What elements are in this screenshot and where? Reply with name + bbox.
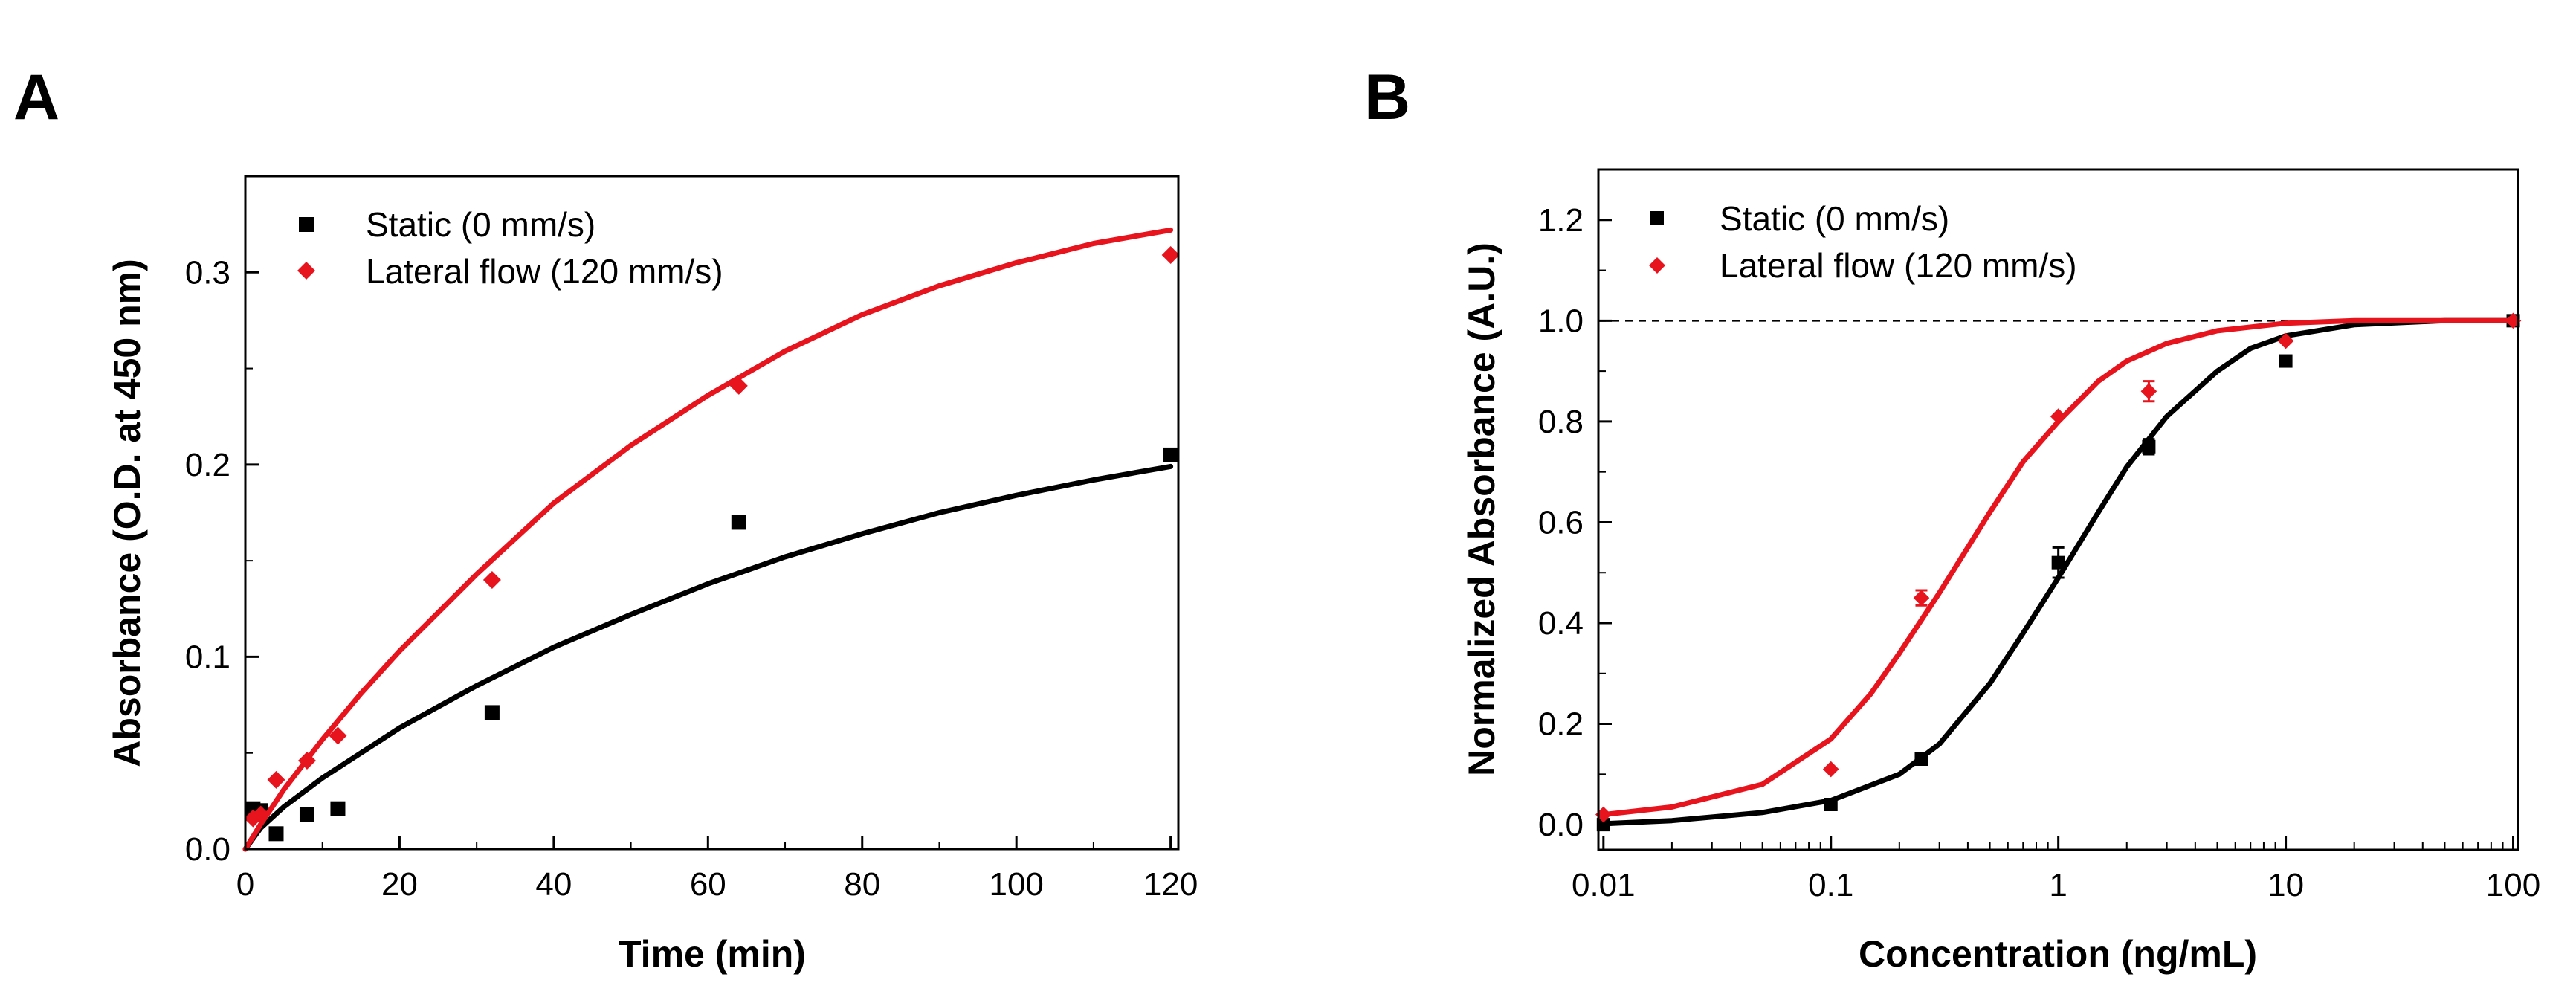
data-point-lateral-flow [267,770,285,789]
legend-label-static: Static (0 mm/s) [366,205,595,244]
data-point-static [1914,752,1928,766]
y-tick-label: 0.3 [185,254,230,291]
data-point-lateral-flow [729,376,748,395]
legend-marker-static [1650,211,1664,225]
panel-b-axes: 0.01 0.1 1 10 100 0.0 0.2 0.4 0.6 0.8 1.0 1.2 [1538,169,2540,903]
data-point-lateral-flow [1822,761,1839,778]
data-point-lateral-flow [297,752,316,770]
panel-b: B 0.01 0.1 1 10 100 0.0 0.2 0.4 0.6 0.8 1.0 1.2 Con… [1364,62,2540,975]
legend-label-static: Static (0 mm/s) [1720,199,1949,238]
y-tick-label: 0.6 [1538,504,1584,541]
data-point-static [1163,447,1178,462]
panel-b-label: B [1364,62,1410,133]
y-tick-label: 1.2 [1538,202,1584,239]
panel-a-label: A [13,62,59,133]
data-point-static [1824,798,1838,811]
legend-marker-lateral-flow [1649,257,1665,274]
panel-a-y-axis-title: Absorbance (O.D. at 450 nm) [106,259,148,767]
fit-curve-static [1601,317,2516,827]
panel-b-legend: Static (0 mm/s) Lateral flow (120 mm/s) [1649,199,2077,285]
panel-a-x-axis-title: Time (min) [619,933,806,975]
data-point-lateral-flow [2050,408,2067,425]
panel-a-series [242,227,1180,852]
y-tick-label: 0.4 [1538,605,1584,642]
data-point-static [731,515,746,530]
data-point-lateral-flow [251,805,270,824]
x-tick-label: 20 [381,866,418,903]
y-tick-label: 1.0 [1538,303,1584,339]
legend-label-lateral-flow: Lateral flow (120 mm/s) [366,252,723,291]
data-point-static [330,801,346,816]
x-tick-label: 0.01 [1572,867,1636,903]
data-point-lateral-flow [482,571,501,589]
data-point-static [1596,818,1610,832]
fit-curve-lateral-flow [242,227,1174,852]
y-tick-label: 0.8 [1538,404,1584,440]
legend-marker-static [299,217,314,232]
fit-curve-lateral-flow [1601,317,2516,818]
panel-a-axes: 0 20 40 60 80 100 120 0.0 0.1 0.2 0.3 [185,254,1198,903]
x-tick-label: 0.1 [1808,867,1853,903]
y-tick-label: 0.1 [185,639,230,675]
data-point-static [2142,439,2156,454]
x-tick-label: 0 [236,866,254,903]
data-point-static [268,826,284,842]
x-tick-label: 1 [2049,867,2067,903]
x-tick-label: 100 [2486,867,2540,903]
data-point-static [299,807,314,822]
data-point-static [2279,354,2293,368]
data-point-static [484,705,500,720]
x-tick-label: 120 [1143,866,1198,903]
y-tick-label: 0.0 [1538,807,1584,843]
data-point-lateral-flow [1913,590,1930,606]
legend-label-lateral-flow: Lateral flow (120 mm/s) [1720,246,2077,285]
fit-curve-static [242,463,1174,852]
panel-a-plot-frame [244,175,1180,851]
x-tick-label: 80 [844,866,880,903]
legend-marker-lateral-flow [297,262,315,280]
data-point-lateral-flow [2277,332,2294,349]
y-tick-label: 0.0 [185,831,230,868]
y-tick-label: 0.2 [1538,706,1584,743]
panel-b-x-axis-title: Concentration (ng/mL) [1859,933,2257,975]
y-tick-label: 0.2 [185,447,230,483]
panel-a: A 0 20 40 60 80 100 120 0.0 0.1 0.2 0.3 Time (min)… [13,62,1198,975]
panel-b-y-axis-title: Normalized Absorbance (A.U.) [1461,242,1502,776]
x-tick-label: 40 [535,866,572,903]
panel-a-legend: Static (0 mm/s) Lateral flow (120 mm/s) [297,205,723,291]
x-tick-label: 100 [989,866,1043,903]
x-tick-label: 60 [690,866,726,903]
panel-b-series [1595,312,2522,832]
data-point-static [2051,555,2065,570]
data-point-lateral-flow [1161,246,1180,265]
data-point-lateral-flow [2140,383,2157,400]
data-point-lateral-flow [329,726,347,745]
x-tick-label: 10 [2267,867,2304,903]
panel-b-plot-frame [1597,168,2519,851]
